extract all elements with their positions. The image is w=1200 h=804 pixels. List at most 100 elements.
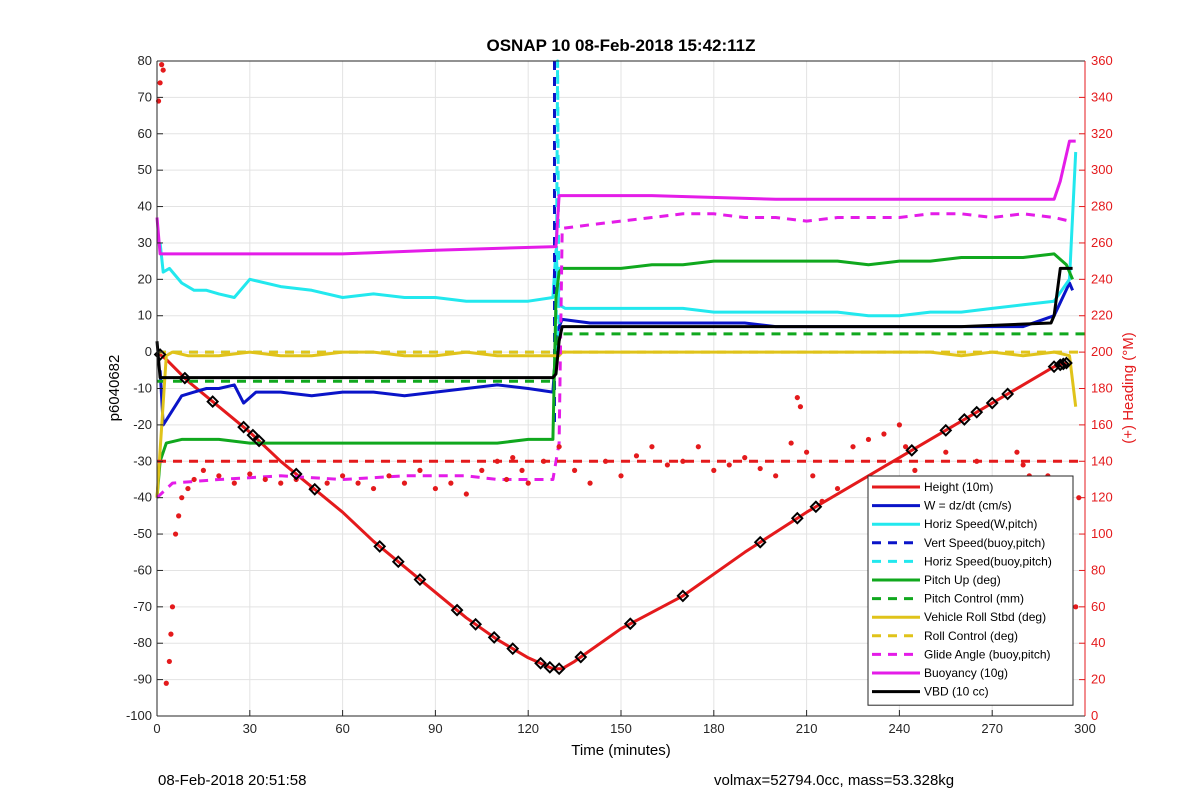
heading-point xyxy=(819,498,825,504)
heading-point xyxy=(185,485,191,492)
x-tick-label: 90 xyxy=(428,721,442,736)
y2-tick-label: 40 xyxy=(1091,635,1105,650)
heading-point xyxy=(572,467,578,473)
heading-point xyxy=(169,604,176,610)
heading-point xyxy=(519,467,525,473)
heading-point xyxy=(711,467,717,473)
heading-point xyxy=(618,473,624,479)
legend-entry: Pitch Up (deg) xyxy=(924,573,1001,587)
heading-point xyxy=(401,480,408,486)
heading-point xyxy=(324,480,330,486)
profile-markers xyxy=(153,348,1073,676)
y-tick-label: -50 xyxy=(133,526,152,541)
y-tick-label: 30 xyxy=(138,235,152,250)
profile-marker xyxy=(450,603,464,617)
heading-point xyxy=(943,449,949,455)
y2-axis-label: (+) Heading (°M) xyxy=(1120,332,1137,443)
heading-point xyxy=(664,462,671,468)
heading-point xyxy=(503,476,510,483)
profile-marker xyxy=(534,656,547,670)
y-tick-label: 50 xyxy=(138,162,152,177)
y-tick-label: -20 xyxy=(133,417,152,432)
legend-entry: Vert Speed(buoy,pitch) xyxy=(924,536,1045,550)
series-line-6 xyxy=(157,332,1085,383)
heading-point xyxy=(157,80,163,86)
heading-point xyxy=(168,631,174,637)
legend-entry: Glide Angle (buoy,pitch) xyxy=(924,647,1051,661)
y2-tick-label: 260 xyxy=(1091,235,1113,250)
profile-marker xyxy=(1060,356,1073,370)
heading-point xyxy=(355,480,361,486)
profile-marker xyxy=(543,660,557,674)
profile-marker xyxy=(1056,357,1070,371)
y2-tick-label: 60 xyxy=(1091,599,1105,614)
series-line-10 xyxy=(155,139,1076,256)
heading-point xyxy=(726,462,732,468)
heading-point xyxy=(262,476,268,483)
legend: Height (10m) W = dz/dt (cm/s) Horiz Speed(… xyxy=(867,475,1074,706)
heading-point xyxy=(896,422,903,428)
legend-entry: Horiz Speed(buoy,pitch) xyxy=(924,554,1052,568)
heading-point xyxy=(340,473,346,479)
profile-marker xyxy=(905,443,919,457)
heading-point xyxy=(166,658,172,665)
legend-box xyxy=(867,475,1074,706)
heading-point xyxy=(278,480,284,486)
y2-tick-label: 340 xyxy=(1091,89,1113,104)
heading-point xyxy=(773,473,779,479)
legend-entry: Roll Control (deg) xyxy=(924,629,1018,643)
heading-point xyxy=(231,480,237,486)
y2-tick-label: 320 xyxy=(1091,126,1113,141)
series-layer xyxy=(155,59,1085,671)
y2-tick-label: 0 xyxy=(1091,708,1098,723)
legend-entry: Height (10m) xyxy=(924,480,993,494)
heading-point xyxy=(160,67,166,73)
y-tick-label: -10 xyxy=(133,381,152,396)
series-line-2 xyxy=(158,151,1078,318)
chart: 0 30 60 90 120 150 180 210 240 270 300-100-90-80-7… xyxy=(106,36,1137,759)
y-tick-label: -60 xyxy=(133,562,152,577)
heading-point xyxy=(850,444,856,450)
series-line-11 xyxy=(155,266,1073,380)
legend-entry: Horiz Speed(W,pitch) xyxy=(924,517,1037,531)
x-tick-label: 180 xyxy=(703,721,725,736)
heading-point xyxy=(649,444,655,450)
heading-point xyxy=(370,485,377,492)
profile-marker xyxy=(237,420,251,434)
profile-marker xyxy=(1053,358,1067,372)
y-tick-label: -70 xyxy=(133,599,152,614)
heading-point xyxy=(448,480,454,486)
legend-entry: W = dz/dt (cm/s) xyxy=(924,499,1012,513)
profile-marker xyxy=(623,617,637,631)
heading-point xyxy=(179,495,185,501)
profile-marker xyxy=(506,642,520,656)
y-tick-label: 70 xyxy=(138,89,152,104)
y-tick-label: 80 xyxy=(138,53,152,68)
heading-point xyxy=(602,458,609,464)
series-line-9 xyxy=(155,212,1070,499)
profile-marker xyxy=(1001,387,1015,401)
heading-point xyxy=(216,473,222,479)
profile-marker xyxy=(985,396,999,410)
x-tick-label: 120 xyxy=(517,721,539,736)
x-tick-label: 240 xyxy=(889,721,911,736)
heading-point xyxy=(810,473,816,479)
chart-title: OSNAP 10 08-Feb-2018 15:42:11Z xyxy=(487,36,756,55)
y2-tick-label: 120 xyxy=(1091,490,1113,505)
profile-marker xyxy=(939,423,953,437)
x-tick-label: 150 xyxy=(610,721,632,736)
heading-point xyxy=(1020,462,1026,468)
heading-point xyxy=(680,458,686,464)
heading-point xyxy=(1014,449,1020,455)
heading-point xyxy=(386,473,392,479)
legend-entry: Vehicle Roll Stbd (deg) xyxy=(924,610,1046,624)
y2-tick-label: 20 xyxy=(1091,672,1105,687)
y2-tick-label: 200 xyxy=(1091,344,1113,359)
x-tick-label: 0 xyxy=(153,721,160,736)
heading-point xyxy=(788,440,794,446)
profile-marker xyxy=(790,511,804,525)
profile-marker xyxy=(487,630,501,644)
legend-entry: Buoyancy (10g) xyxy=(924,666,1008,680)
y2-tick-label: 280 xyxy=(1091,199,1113,214)
y-tick-label: 10 xyxy=(138,308,152,323)
